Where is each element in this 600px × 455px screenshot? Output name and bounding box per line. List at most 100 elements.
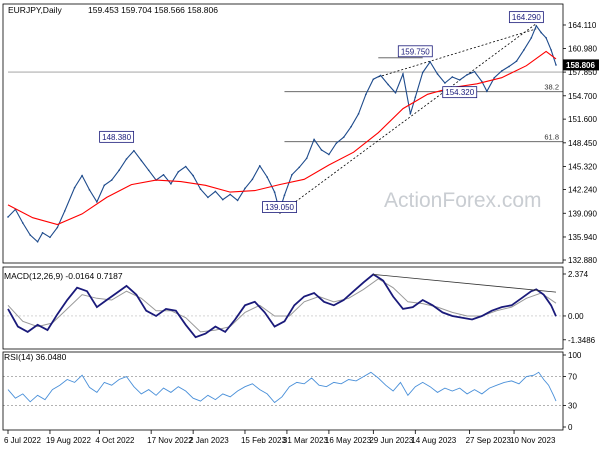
price-point	[515, 60, 518, 62]
price-annotation-label: 164.290	[512, 13, 541, 22]
fib-level-label: 61.8	[544, 133, 559, 142]
price-point	[414, 96, 417, 99]
price-point	[451, 76, 454, 78]
price-point	[291, 174, 293, 176]
price-point	[29, 234, 32, 236]
watermark: ActionForex.com	[384, 189, 542, 212]
price-annotation-label: 159.750	[401, 47, 430, 56]
price-annotation-label: 148.380	[102, 133, 131, 142]
macd-divergence-line	[373, 274, 557, 293]
last-price-tag	[563, 59, 599, 71]
price-point	[357, 113, 360, 115]
price-point	[458, 79, 461, 81]
price-point	[365, 93, 367, 96]
price-point	[328, 153, 330, 156]
price-annotation-box	[442, 86, 478, 99]
macd-y-tick-label: 0.00	[568, 312, 584, 321]
price-point	[244, 187, 246, 190]
rsi-panel-frame	[2, 351, 564, 431]
main-y-tick-label: 139.090	[568, 209, 597, 218]
main-y-tick-label: 145.320	[568, 162, 597, 171]
price-point	[81, 174, 83, 177]
price-point	[481, 80, 483, 83]
price-point	[283, 194, 286, 196]
price-annotation-label: 139.050	[265, 203, 294, 212]
price-annotation-label: 154.320	[445, 88, 474, 97]
price-point	[335, 142, 338, 145]
trend-line	[378, 28, 537, 78]
x-tick-label: 17 Nov 2022	[147, 436, 193, 445]
rsi-y-tick-label: 0	[568, 423, 573, 432]
price-point	[258, 164, 261, 167]
price-point	[199, 188, 202, 190]
main-y-tick-label: 151.600	[568, 115, 597, 124]
price-point	[118, 169, 120, 172]
x-tick-label: 29 Jun 2023	[369, 436, 414, 445]
macd-y-tick-label: -1.3486	[568, 336, 596, 345]
macd-y-tick-label: 2.374	[568, 270, 589, 279]
x-tick-label: 6 Jul 2022	[4, 436, 41, 445]
x-tick-label: 15 Feb 2023	[241, 436, 286, 445]
price-point	[147, 169, 150, 172]
price-annotation-box	[262, 201, 297, 213]
main-y-tick-label: 148.450	[568, 139, 597, 148]
price-point	[473, 70, 476, 73]
main-y-tick-label: 142.240	[568, 186, 597, 195]
price-point	[103, 184, 106, 187]
price-point	[320, 149, 323, 151]
price-point	[273, 191, 276, 193]
price-point	[41, 231, 44, 234]
main-y-tick-label: 154.700	[568, 92, 597, 101]
price-point	[207, 196, 209, 199]
price-point	[298, 166, 301, 169]
price-point	[394, 91, 397, 94]
price-point	[409, 113, 412, 115]
price-point	[342, 136, 345, 138]
main-y-tick-label: 160.980	[568, 45, 597, 54]
price-annotation-box	[99, 130, 135, 143]
macd-signal-line	[7, 278, 557, 333]
rsi-y-tick-label: 70	[568, 373, 577, 382]
price-point	[88, 189, 91, 191]
price-point	[313, 138, 315, 141]
price-point	[184, 165, 187, 168]
price-annotation-box	[397, 45, 433, 58]
price-point	[251, 178, 254, 181]
price-point	[523, 49, 525, 51]
macd-header: MACD(12,26,9) -0.0164 0.7187	[4, 271, 123, 281]
price-point	[379, 74, 382, 77]
price-point	[508, 65, 510, 68]
price-point	[444, 82, 446, 84]
price-point	[493, 76, 496, 79]
price-point	[486, 90, 488, 93]
price-point	[7, 216, 9, 218]
price-point	[22, 222, 24, 224]
main-y-tick-label: 157.850	[568, 68, 597, 77]
price-point	[229, 193, 231, 196]
last-price-label: 158.806	[566, 61, 595, 70]
price-point	[214, 190, 217, 193]
price-point	[73, 186, 76, 189]
main-y-tick-label: 132.880	[568, 256, 597, 265]
price-point	[436, 73, 439, 75]
price-point	[266, 176, 268, 178]
price-point	[140, 159, 143, 162]
price-point	[125, 158, 128, 160]
price-point	[110, 179, 113, 181]
x-tick-label: 4 Oct 2022	[95, 436, 135, 445]
rsi-header: RSI(14) 36.0480	[4, 352, 67, 362]
sma-line	[7, 50, 557, 226]
main-header: EURJPY,Daily	[8, 5, 62, 15]
price-point	[162, 174, 165, 176]
price-point	[500, 70, 503, 72]
price-point	[177, 171, 180, 173]
price-point	[96, 201, 98, 203]
price-point	[545, 37, 547, 39]
price-point	[429, 61, 431, 63]
x-tick-label: 27 Sep 2023	[466, 436, 512, 445]
main-y-tick-label: 164.110	[568, 21, 597, 30]
price-point	[192, 174, 194, 177]
price-point	[387, 83, 389, 86]
price-point	[170, 183, 172, 185]
